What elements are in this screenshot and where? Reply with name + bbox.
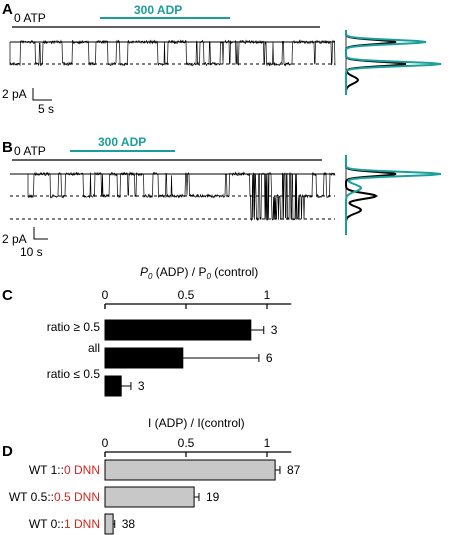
- panel-a-scale-time: 5 s: [38, 102, 54, 116]
- panel-b-scale-current: 2 pA: [2, 232, 27, 246]
- panel-b-scale-time: 10 s: [20, 245, 43, 259]
- x-tick-label: 0.5: [178, 288, 195, 302]
- panel-c: C P0 (ADP) / P0 (control) 0 0.5 1 3 ratio ≥ …: [2, 265, 292, 397]
- n-label: 3: [138, 379, 145, 393]
- panel-a: A 0 ATP 300 ADP 2 pA 5 s: [2, 1, 442, 116]
- panel-a-condition-label: 0 ATP: [14, 11, 46, 25]
- n-label: 87: [287, 463, 301, 477]
- category-label: ratio ≥ 0.5: [47, 320, 101, 334]
- panel-d: D I (ADP) / I(control) 0 0.5 187 WT 1::0 DN…: [2, 416, 301, 535]
- panel-b-histogram-control: [345, 155, 397, 235]
- x-tick-label: 0: [102, 436, 109, 450]
- bar: [104, 319, 252, 341]
- x-tick-label: 1: [264, 436, 271, 450]
- panel-a-current-trace: [9, 39, 336, 67]
- n-label: 19: [206, 490, 220, 504]
- panel-a-drug-label: 300 ADP: [134, 3, 182, 17]
- category-label: WT 0::1 DNN: [29, 517, 100, 531]
- bar: [104, 375, 122, 397]
- panel-c-xlabel: P0 (ADP) / P0 (control): [140, 265, 258, 281]
- panel-d-xlabel: I (ADP) / I(control): [148, 416, 245, 430]
- panel-b-drug-label: 300 ADP: [98, 135, 146, 149]
- n-label: 3: [271, 323, 278, 337]
- panel-a-histogram-control: [345, 30, 407, 95]
- category-label: all: [88, 341, 100, 355]
- panel-a-letter: A: [2, 1, 13, 18]
- n-label: 38: [122, 517, 136, 531]
- bar: [104, 486, 195, 508]
- panel-a-scale-bar: [32, 88, 52, 101]
- panel-d-letter: D: [2, 443, 13, 460]
- category-label: WT 1::0 DNN: [29, 463, 100, 477]
- n-label: 6: [266, 351, 273, 365]
- bar: [104, 347, 184, 369]
- panel-c-bar-chart: 0 0.5 1 3 ratio ≥ 0.5 6 all 3 ratio ≤ 0.5: [47, 288, 292, 397]
- panel-b-condition-label: 0 ATP: [14, 144, 46, 158]
- panel-b-letter: B: [2, 139, 13, 156]
- panel-b-scale-bar: [33, 227, 48, 240]
- panel-b-current-trace: [27, 171, 336, 222]
- panel-c-letter: C: [2, 287, 13, 304]
- x-tick-label: 0.5: [178, 436, 195, 450]
- panel-b: B 0 ATP 300 ADP 2 pA 10 s: [2, 135, 442, 259]
- x-tick-label: 1: [264, 288, 271, 302]
- bar: [104, 513, 114, 535]
- panel-b-histogram-adp: [345, 155, 442, 235]
- category-label: ratio ≤ 0.5: [47, 367, 101, 381]
- category-label: WT 0.5::0.5 DNN: [9, 490, 100, 504]
- x-tick-label: 0: [102, 288, 109, 302]
- panel-a-histogram-adp: [345, 30, 442, 95]
- bar: [104, 459, 276, 481]
- panel-a-scale-current: 2 pA: [2, 87, 27, 101]
